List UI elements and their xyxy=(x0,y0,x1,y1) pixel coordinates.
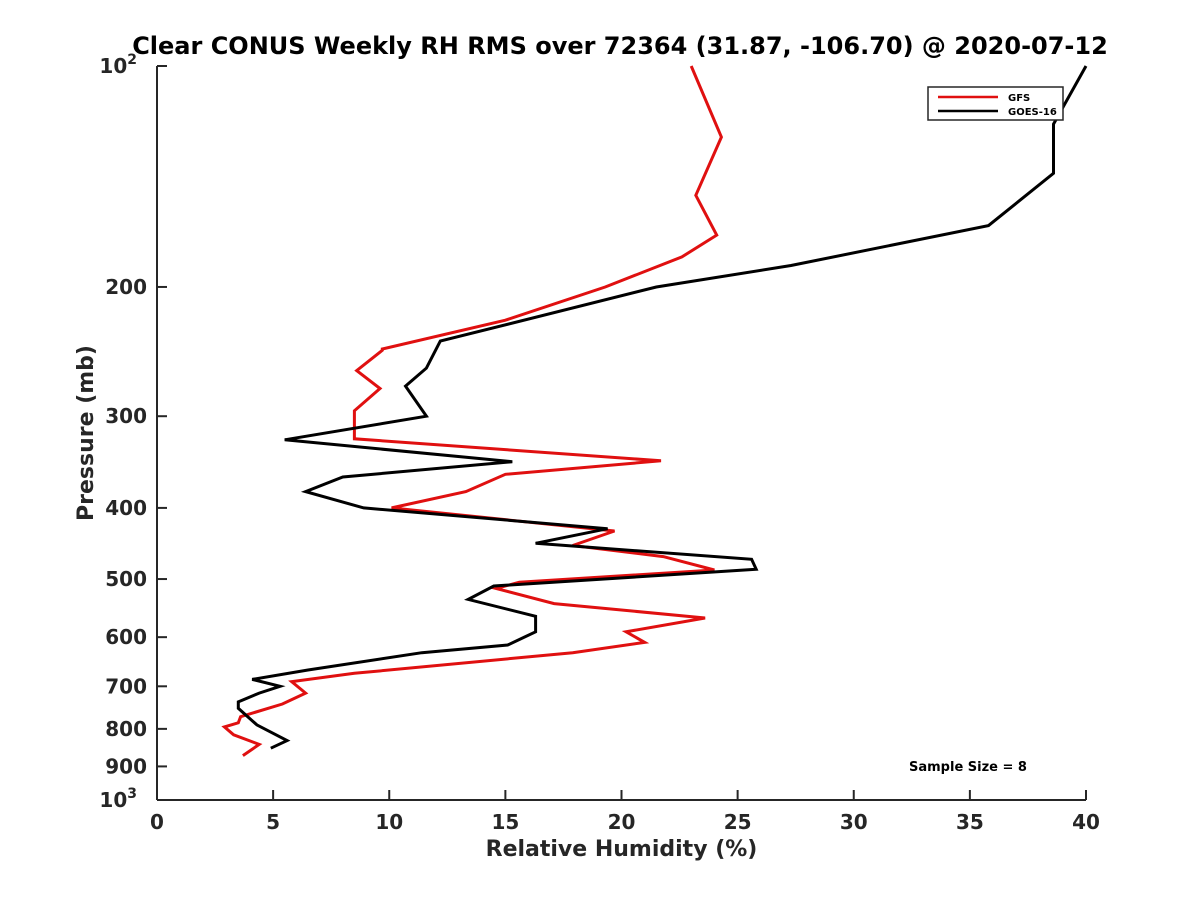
x-tick-label: 20 xyxy=(608,810,636,834)
legend: GFS GOES-16 xyxy=(927,86,1064,121)
series-layer xyxy=(221,65,1088,757)
legend-label-goes16: GOES-16 xyxy=(1008,107,1057,118)
x-tick-label: 5 xyxy=(266,810,280,834)
y-tick-label: 600 xyxy=(105,625,147,649)
sample-size-annotation: Sample Size = 8 xyxy=(909,760,1027,775)
x-tick-label: 0 xyxy=(150,810,164,834)
series-line-goes16 xyxy=(236,65,1088,750)
series-line-gfs xyxy=(221,65,724,757)
y-tick-label: 500 xyxy=(105,567,147,591)
legend-label-gfs: GFS xyxy=(1008,93,1030,104)
y-tick-label: 200 xyxy=(105,275,147,299)
y-tick-label: 700 xyxy=(105,674,147,698)
y-tick-label: 102 xyxy=(99,52,137,78)
x-tick-label: 35 xyxy=(956,810,984,834)
y-tick-label: 103 xyxy=(99,786,137,812)
plot-axes xyxy=(156,65,1087,801)
y-tick-label: 900 xyxy=(105,754,147,778)
legend-box xyxy=(927,86,1064,121)
y-tick-label: 800 xyxy=(105,717,147,741)
y-tick-label: 300 xyxy=(105,404,147,428)
x-axis-label: Relative Humidity (%) xyxy=(486,837,758,862)
x-tick-label: 25 xyxy=(724,810,752,834)
y-tick-label: 400 xyxy=(105,496,147,520)
x-tick-label: 15 xyxy=(491,810,519,834)
x-tick-label: 30 xyxy=(840,810,868,834)
y-axis-label: Pressure (mb) xyxy=(74,345,99,521)
y-tick-labels: 102 200 300 400 500 600 700 800 900 103 xyxy=(99,52,147,812)
x-tick-label: 10 xyxy=(375,810,403,834)
x-tick-label: 40 xyxy=(1072,810,1100,834)
chart-title: Clear CONUS Weekly RH RMS over 72364 (31… xyxy=(132,32,1108,60)
x-tick-labels: 0 5 10 15 20 25 30 35 40 xyxy=(150,810,1100,834)
